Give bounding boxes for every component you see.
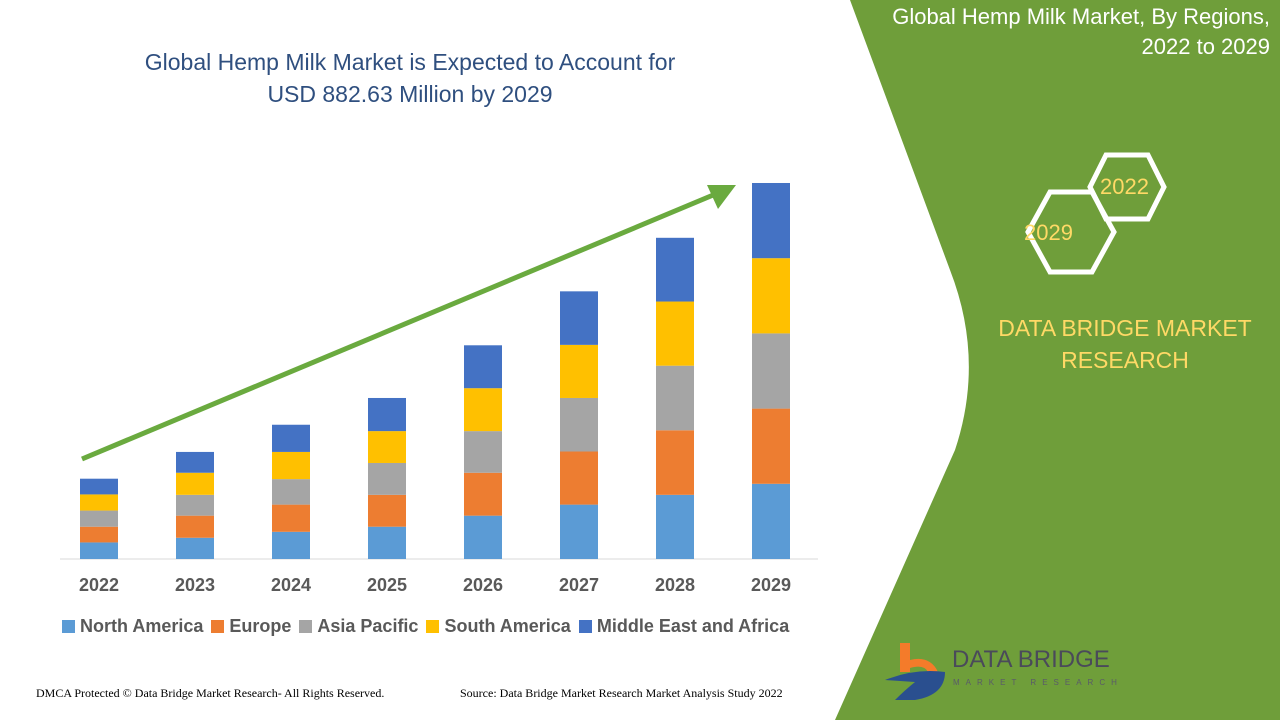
bar-segment-2029-asia-pacific <box>752 333 790 409</box>
bar-segment-2023-north-america <box>176 537 214 559</box>
bar-segment-2022-south-america <box>80 494 118 511</box>
bar-segment-2025-middle-east-and-africa <box>368 397 406 432</box>
bar-segment-2026-middle-east-and-africa <box>464 345 502 389</box>
bar-segment-2028-middle-east-and-africa <box>656 237 694 302</box>
legend-swatch <box>299 620 313 633</box>
trend-arrow <box>81 185 736 462</box>
bar-segment-2025-north-america <box>368 526 406 559</box>
legend-item: Middle East and Africa <box>578 616 790 637</box>
bar-segment-2022-asia-pacific <box>80 510 118 527</box>
x-tick-label: 2024 <box>270 575 312 595</box>
brand-text: DATA BRIDGE MARKET RESEARCH <box>990 312 1260 376</box>
chart-title: Global Hemp Milk Market is Expected to A… <box>60 46 760 110</box>
x-tick-label: 2027 <box>558 575 600 595</box>
legend-swatch <box>426 620 440 633</box>
bar-segment-2028-asia-pacific <box>656 365 694 431</box>
x-tick-label: 2022 <box>78 575 120 595</box>
legend-label: Middle East and Africa <box>596 616 790 636</box>
bar-segment-2028-north-america <box>656 494 694 559</box>
footer-source: Source: Data Bridge Market Research Mark… <box>460 686 783 700</box>
bar-segment-2026-asia-pacific <box>464 431 502 473</box>
brand-line-1: DATA BRIDGE MARKET <box>998 315 1252 341</box>
legend-item: North America <box>62 616 203 637</box>
bar-segment-2025-south-america <box>368 431 406 463</box>
title-line-1: Global Hemp Milk Market is Expected to A… <box>144 49 676 75</box>
legend-swatch <box>211 620 225 633</box>
bar-segment-2023-south-america <box>176 472 214 495</box>
green-panel <box>835 0 1280 720</box>
hexagon-2022 <box>1087 152 1167 222</box>
bar-segment-2023-middle-east-and-africa <box>176 451 214 473</box>
bar-segment-2027-north-america <box>560 504 598 559</box>
legend-item: Asia Pacific <box>299 616 418 637</box>
side-title-line-2: 2022 to 2029 <box>1141 34 1270 59</box>
side-title: Global Hemp Milk Market, By Regions, 202… <box>840 2 1270 62</box>
bar-segment-2024-asia-pacific <box>272 479 310 505</box>
hex-label-2029: 2029 <box>1024 220 1073 245</box>
logo-icon <box>885 643 945 700</box>
legend-label: South America <box>444 616 571 636</box>
logo-text: DATA BRIDGE <box>952 646 1110 673</box>
bar-segment-2024-middle-east-and-africa <box>272 424 310 452</box>
bar-segment-2029-south-america <box>752 258 790 334</box>
hex-label-2022: 2022 <box>1100 174 1149 199</box>
title-line-2: USD 882.63 Million by 2029 <box>267 81 553 107</box>
x-tick-label: 2028 <box>654 575 696 595</box>
footer-copyright: DMCA Protected © Data Bridge Market Rese… <box>36 686 385 700</box>
legend-item: South America <box>426 616 571 637</box>
bar-segment-2022-north-america <box>80 542 118 559</box>
bar-segment-2029-europe <box>752 408 790 484</box>
legend-swatch <box>578 620 592 633</box>
bars <box>80 182 790 559</box>
bar-segment-2024-south-america <box>272 451 310 480</box>
bar-segment-2027-europe <box>560 451 598 505</box>
bar-segment-2023-asia-pacific <box>176 494 214 516</box>
bar-segment-2028-south-america <box>656 301 694 366</box>
x-tick-label: 2029 <box>750 575 792 595</box>
legend-item: Europe <box>211 616 291 637</box>
bar-segment-2029-middle-east-and-africa <box>752 182 790 259</box>
x-tick-label: 2026 <box>462 575 504 595</box>
x-tick-label: 2023 <box>174 575 216 595</box>
bar-segment-2024-europe <box>272 504 310 532</box>
bar-segment-2026-north-america <box>464 515 502 559</box>
bar-segment-2027-middle-east-and-africa <box>560 291 598 345</box>
hexagon-2029 <box>1025 189 1117 275</box>
bar-segment-2028-europe <box>656 430 694 495</box>
bar-segment-2029-north-america <box>752 483 790 559</box>
bar-segment-2025-europe <box>368 494 406 527</box>
bar-segment-2022-middle-east-and-africa <box>80 478 118 495</box>
bar-segment-2023-europe <box>176 515 214 538</box>
legend-swatch <box>62 620 75 633</box>
bar-segment-2027-asia-pacific <box>560 397 598 452</box>
bar-segment-2026-south-america <box>464 388 502 432</box>
bar-segment-2024-north-america <box>272 531 310 559</box>
bar-segment-2027-south-america <box>560 344 598 398</box>
bar-segment-2022-europe <box>80 526 118 543</box>
bar-segment-2026-europe <box>464 472 502 516</box>
side-title-line-1: Global Hemp Milk Market, By Regions, <box>892 4 1270 29</box>
bar-segment-2025-asia-pacific <box>368 462 406 495</box>
logo-subtext: MARKET RESEARCH <box>953 678 1123 687</box>
legend: North America Europe Asia Pacific South Ame… <box>62 616 789 637</box>
legend-label: Asia Pacific <box>317 616 419 636</box>
legend-label: North America <box>80 616 204 636</box>
legend-label: Europe <box>229 616 292 636</box>
brand-line-2: RESEARCH <box>1061 347 1189 373</box>
x-tick-label: 2025 <box>366 575 408 595</box>
